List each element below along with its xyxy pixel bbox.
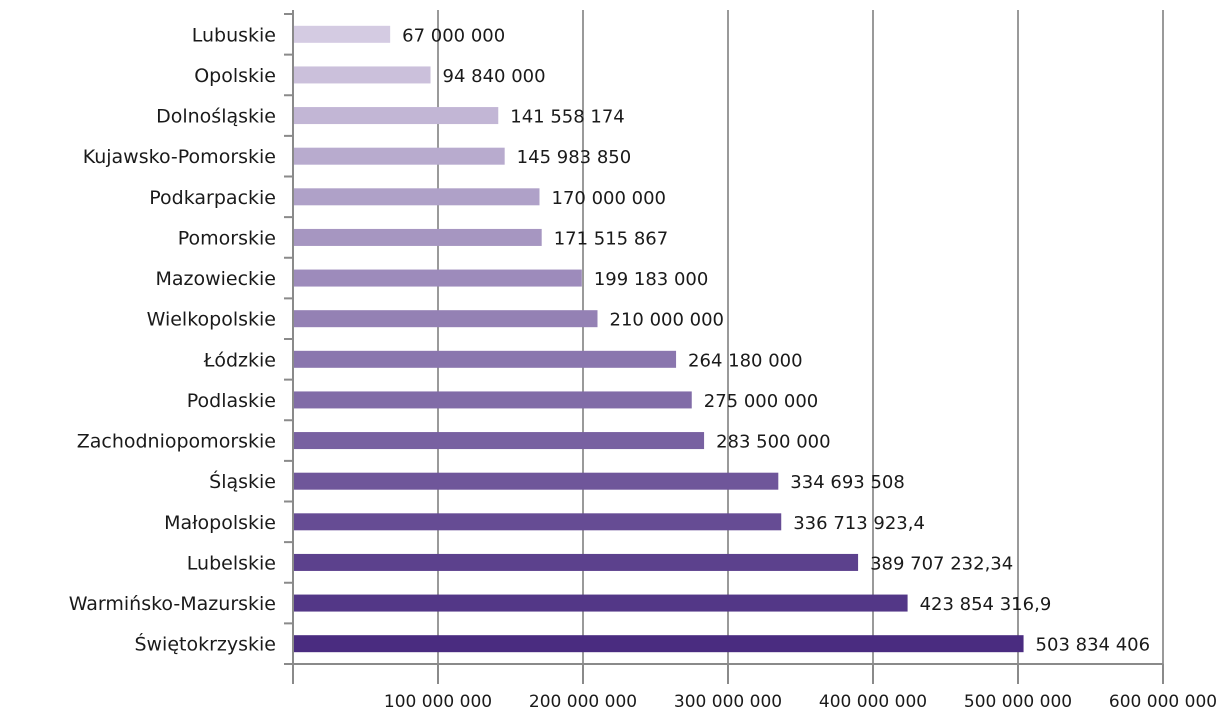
category-label: Zachodniopomorskie	[77, 431, 276, 453]
value-label: 170 000 000	[552, 188, 667, 209]
category-label: Warmińsko-Mazurskie	[69, 593, 276, 615]
bar	[294, 594, 908, 612]
category-label: Śląskie	[209, 469, 276, 493]
bars-group	[294, 25, 1024, 653]
value-label: 503 834 406	[1036, 635, 1151, 656]
value-label: 423 854 316,9	[920, 594, 1052, 615]
category-label: Mazowieckie	[155, 268, 276, 290]
axes-group	[284, 10, 1164, 684]
bar	[294, 310, 598, 328]
bar	[294, 350, 677, 368]
bar	[294, 107, 499, 125]
category-label: Wielkopolskie	[147, 309, 276, 331]
labels-group: 100 000 000 200 000 000 300 000 000 400 000…	[69, 24, 1217, 709]
category-label: Dolnośląskie	[156, 106, 276, 128]
bar	[294, 553, 859, 571]
category-label: Lubuskie	[192, 24, 276, 46]
bar	[294, 147, 505, 165]
category-label: Opolskie	[194, 65, 276, 87]
value-label: 94 840 000	[443, 66, 546, 87]
value-label: 199 183 000	[594, 269, 709, 290]
value-label: 67 000 000	[402, 25, 505, 46]
value-label: 283 500 000	[716, 432, 831, 453]
bar	[294, 472, 779, 490]
category-label: Kujawsko-Pomorskie	[83, 146, 276, 168]
value-label: 336 713 923,4	[793, 513, 925, 534]
value-label: 145 983 850	[517, 147, 632, 168]
bar	[294, 188, 540, 206]
bar	[294, 25, 391, 43]
value-label: 334 693 508	[790, 472, 905, 493]
value-label: 141 558 174	[510, 107, 625, 128]
x-tick-label: 400 000 000	[819, 692, 927, 709]
x-tick-label: 300 000 000	[674, 692, 782, 709]
bar	[294, 635, 1024, 653]
category-label: Świętokrzyskie	[134, 632, 276, 656]
bar	[294, 513, 782, 531]
bar	[294, 66, 431, 84]
bar	[294, 228, 542, 246]
category-label: Małopolskie	[164, 512, 276, 534]
x-tick-label: 100 000 000	[384, 692, 492, 709]
value-label: 264 180 000	[688, 350, 803, 371]
value-label: 171 515 867	[554, 228, 669, 249]
category-label: Pomorskie	[178, 227, 276, 249]
x-tick-label: 600 000 000	[1109, 692, 1217, 709]
x-tick-label: 500 000 000	[964, 692, 1072, 709]
category-label: Podlaskie	[187, 390, 276, 412]
bar	[294, 269, 582, 287]
bar	[294, 432, 705, 450]
x-tick-label: 200 000 000	[529, 692, 637, 709]
value-label: 275 000 000	[704, 391, 819, 412]
category-label: Łódzkie	[203, 349, 276, 371]
value-label: 210 000 000	[610, 310, 725, 331]
category-label: Podkarpackie	[149, 187, 276, 209]
category-label: Lubelskie	[187, 552, 276, 574]
bar	[294, 391, 692, 409]
value-label: 389 707 232,34	[870, 553, 1013, 574]
